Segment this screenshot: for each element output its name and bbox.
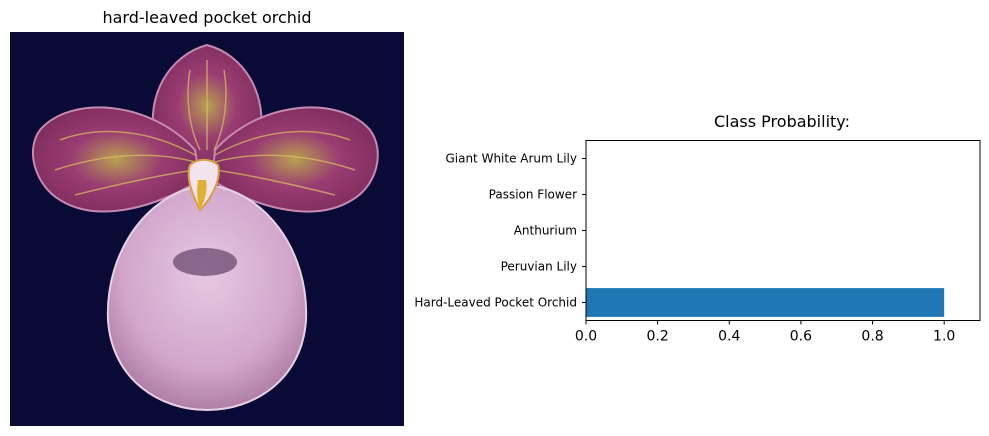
- bars-layer: [586, 288, 945, 317]
- y-tick-label: Hard-Leaved Pocket Orchid: [414, 296, 577, 310]
- x-tick-label: 0.4: [718, 329, 740, 345]
- right-petal: [210, 106, 379, 213]
- y-axis: Hard-Leaved Pocket Orchid Peruvian Lily An…: [414, 152, 586, 310]
- left-petal: [31, 106, 202, 213]
- lip-opening: [173, 248, 237, 276]
- x-tick-label: 0.6: [790, 329, 812, 345]
- x-tick-label: 0.8: [861, 329, 883, 345]
- probability-chart: Class Probability: Hard-Leaved Pocket Or…: [414, 112, 981, 345]
- x-tick-label: 0.0: [575, 329, 597, 345]
- orchid-lip: [106, 183, 308, 412]
- orchid-photo: [10, 32, 404, 426]
- x-tick-label: 0.2: [647, 329, 669, 345]
- y-tick-label: Anthurium: [514, 224, 577, 238]
- y-tick-label: Peruvian Lily: [501, 260, 577, 274]
- plot-frame: [585, 140, 981, 321]
- image-panel: hard-leaved pocket orchid: [10, 8, 404, 426]
- bar-0: [586, 288, 945, 317]
- y-tick-label: Passion Flower: [489, 188, 577, 202]
- x-tick-label: 1.0: [933, 329, 955, 345]
- x-axis: 0.0 0.2 0.4 0.6 0.8 1.0: [575, 320, 955, 345]
- image-title: hard-leaved pocket orchid: [102, 8, 311, 27]
- chart-title: Class Probability:: [714, 112, 850, 131]
- y-tick-label: Giant White Arum Lily: [445, 152, 577, 166]
- column-center: [197, 180, 207, 210]
- petal-veins: [54, 60, 356, 196]
